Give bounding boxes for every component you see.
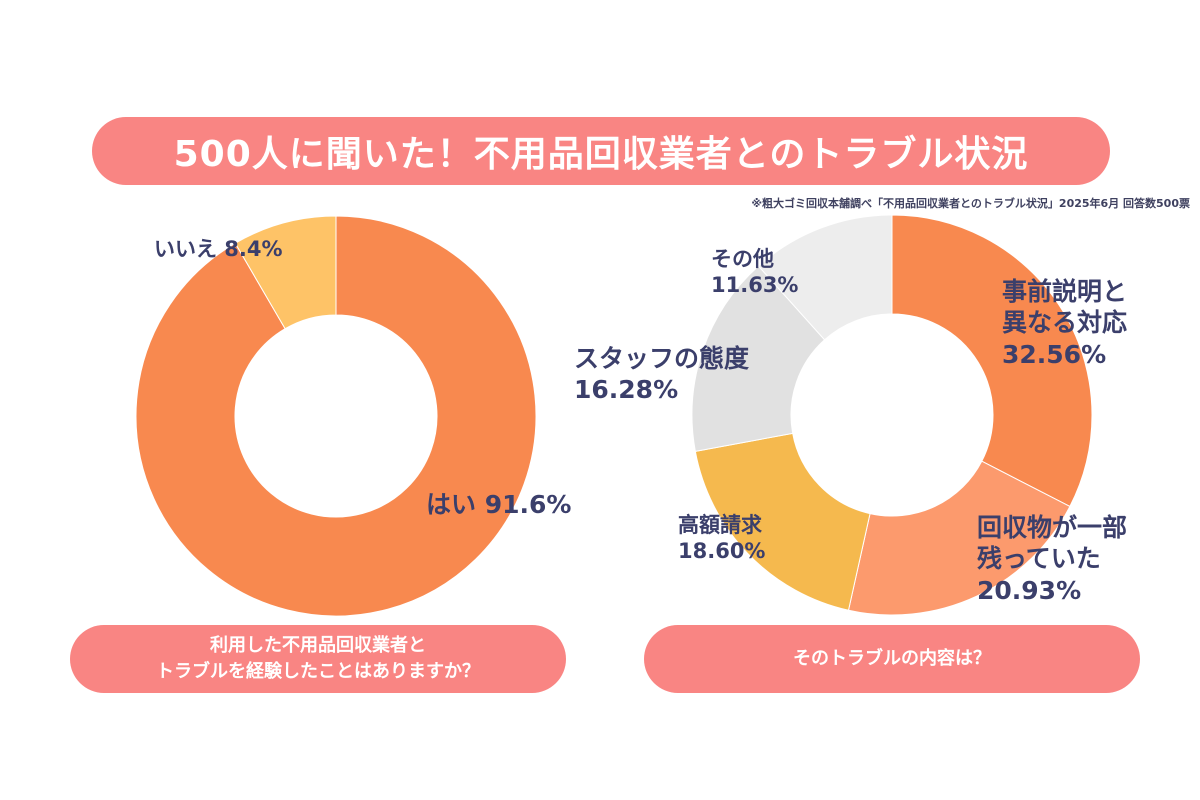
chart-2-slice-2 <box>847 460 1071 616</box>
page-title: 500人に聞いた！不用品回収業者とのトラブル状況 <box>92 117 1110 185</box>
slice-label-items-left: 回収物が一部 残っていた 20.93% <box>977 513 1128 605</box>
chart-1-slice-2 <box>234 215 337 330</box>
chart-2-slice-5 <box>757 214 893 341</box>
slice-label-no: いいえ 8.4% <box>154 237 283 261</box>
slice-label-explanation-mismatch: 事前説明と 異なる対応 32.56% <box>1002 277 1128 369</box>
slice-label-overcharge: 高額請求 18.60% <box>678 513 766 564</box>
slice-label-yes: はい 91.6% <box>426 490 572 519</box>
question-right-pill: そのトラブルの内容は？ <box>644 625 1140 693</box>
chart-2-slice-4 <box>691 265 826 452</box>
chart-2-slice-1 <box>891 214 1093 508</box>
chart-1-slice-1 <box>135 215 537 617</box>
chart-2-slice-3 <box>694 432 871 611</box>
question-left-pill: 利用した不用品回収業者と トラブルを経験したことはありますか？ <box>70 625 566 693</box>
slice-label-other: その他 11.63% <box>711 247 799 298</box>
slice-label-staff-attitude: スタッフの態度 16.28% <box>574 344 750 405</box>
source-note: ※粗大ゴミ回収本舗調べ「不用品回収業者とのトラブル状況」2025年6月 回答数5… <box>751 197 1190 210</box>
